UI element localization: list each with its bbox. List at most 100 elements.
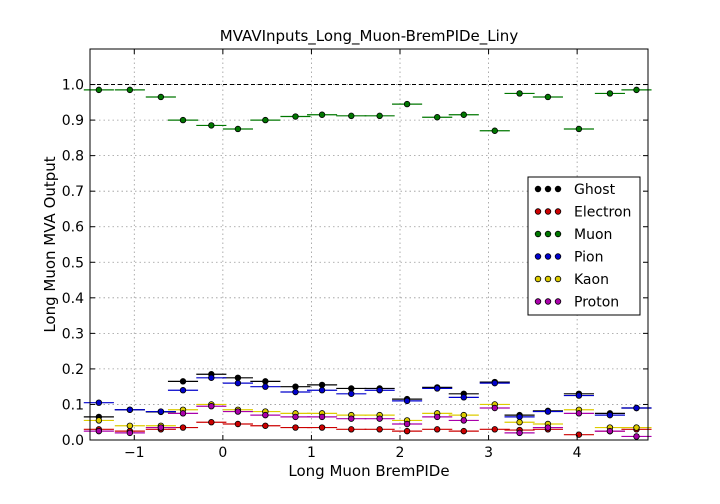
data-point: [606, 411, 614, 419]
data-point: [376, 415, 383, 422]
data-point: [179, 410, 187, 417]
legend-box: [527, 176, 641, 316]
data-point: [376, 426, 383, 433]
data-point: [292, 383, 299, 390]
legend-marker: [554, 253, 562, 260]
legend-marker: [534, 298, 542, 305]
data-point: [318, 424, 326, 431]
y-tick-label: 0.8: [62, 149, 84, 165]
data-point: [544, 93, 552, 101]
legend-entry-proton: Proton: [534, 295, 619, 311]
legend-entry-kaon: Kaon: [534, 272, 609, 288]
data-point: [434, 413, 441, 421]
legend-marker: [554, 185, 562, 193]
legend-entry-electron: Electron: [534, 205, 631, 221]
x-tick-label: 2: [396, 445, 405, 461]
data-point: [126, 86, 134, 94]
data-point: [179, 378, 187, 385]
series-proton: [83, 403, 652, 440]
data-point: [208, 419, 215, 426]
data-point: [95, 417, 103, 424]
data-point: [318, 381, 326, 389]
legend-label: Muon: [574, 227, 612, 243]
data-point: [460, 417, 467, 424]
data-point: [234, 420, 242, 428]
legend-marker: [534, 185, 542, 193]
x-tick-label: 0: [218, 445, 227, 461]
data-point: [262, 383, 269, 390]
legend-marker: [554, 275, 562, 283]
y-tick-label: 0.2: [62, 362, 84, 378]
legend-entry-muon: Muon: [534, 227, 612, 243]
data-point: [234, 374, 242, 381]
legend-label: Electron: [574, 205, 631, 221]
axes-frame: [89, 48, 649, 441]
y-tick-label: 0.5: [62, 255, 84, 271]
data-point: [318, 387, 326, 394]
legend-marker: [554, 230, 562, 238]
legend-marker: [534, 275, 542, 283]
series-pion: [83, 374, 652, 421]
legend-entry-pion: Pion: [534, 250, 603, 266]
legend-entry-ghost: Ghost: [534, 182, 616, 198]
data-point: [348, 385, 355, 392]
data-point: [179, 116, 187, 124]
legend-marker: [544, 298, 552, 305]
data-point: [403, 100, 411, 108]
chart-title: MVAVInputs_Long_Muon-BremPIDe_Liny: [220, 27, 519, 46]
data-point: [434, 114, 441, 121]
legend-marker: [544, 275, 552, 283]
legend: Ghost Electron Muon Pion Kaon Proton: [527, 176, 641, 316]
data-point: [575, 392, 583, 399]
y-tick-label: 0.1: [62, 397, 84, 413]
legend-marker: [544, 253, 552, 260]
data-point: [491, 127, 498, 134]
data-point: [348, 390, 355, 397]
data-point: [95, 399, 103, 406]
data-point: [544, 424, 552, 431]
legend-marker: [534, 230, 542, 238]
y-axis-label: Long Muon MVA Output: [41, 156, 59, 332]
data-point: [348, 426, 355, 433]
y-tick-label: 0.4: [62, 291, 84, 307]
y-tick-label: 0.7: [62, 184, 84, 200]
y-tick-label: 0.0: [62, 433, 84, 449]
legend-label: Ghost: [574, 182, 616, 198]
data-point: [460, 427, 467, 435]
data-point: [348, 112, 355, 120]
data-point: [491, 404, 498, 412]
data-point: [262, 422, 269, 429]
data-point: [208, 403, 215, 410]
x-tick-label: −1: [124, 445, 145, 461]
data-point: [491, 379, 498, 387]
data-point: [460, 411, 467, 419]
data-point: [262, 411, 269, 419]
ticks: −1 0 1 2 3 4 0.0 0.1 0.2 0.3 0.4 0.5 0.6 0.7 0.8 0.9 1.0: [62, 49, 648, 461]
x-tick-label: 1: [307, 445, 316, 461]
legend-marker: [554, 298, 562, 305]
data-point: [516, 419, 523, 426]
y-tick-label: 0.3: [62, 326, 84, 342]
series-muon: [83, 86, 652, 134]
data-point: [126, 429, 134, 437]
data-point: [292, 388, 299, 396]
data-point: [633, 404, 640, 412]
data-point: [126, 406, 134, 413]
x-tick-label: 3: [484, 445, 493, 461]
data-point: [633, 424, 640, 431]
legend-label: Proton: [574, 295, 619, 311]
data-layer: [83, 86, 652, 440]
data-point: [491, 426, 498, 433]
data-point: [460, 111, 467, 118]
data-point: [434, 385, 441, 392]
data-point: [292, 113, 299, 120]
data-point: [434, 426, 441, 433]
x-axis-label: Long Muon BremPIDe: [288, 462, 449, 480]
data-point: [292, 424, 299, 431]
legend-marker: [544, 185, 552, 193]
data-point: [95, 427, 103, 435]
data-point: [157, 424, 165, 431]
data-point: [516, 90, 523, 97]
data-point: [544, 408, 552, 415]
